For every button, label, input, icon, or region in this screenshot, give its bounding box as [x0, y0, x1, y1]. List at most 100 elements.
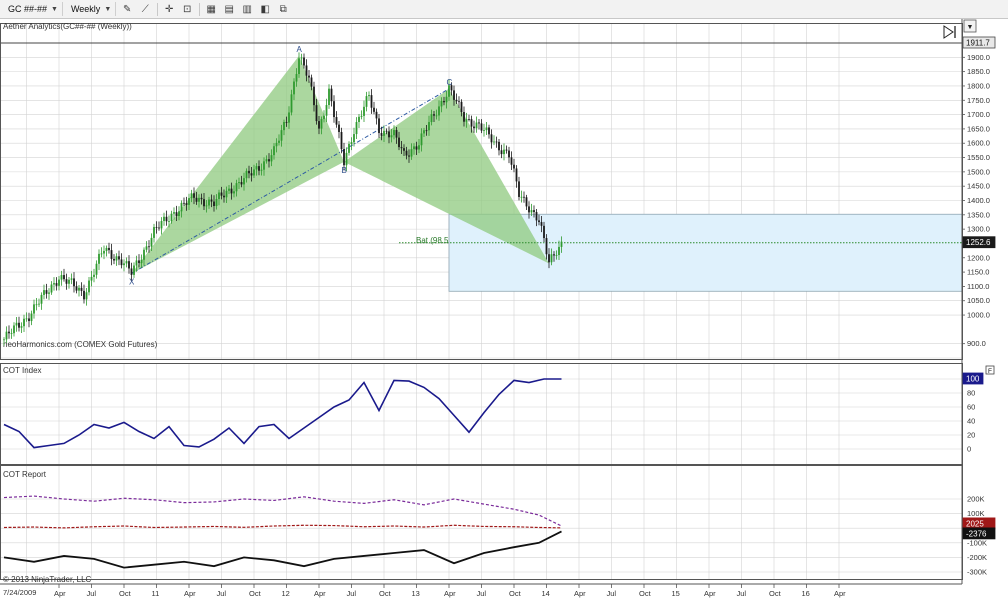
interval-selector[interactable]: Weekly ▼ [67, 2, 117, 16]
candle-body [393, 130, 395, 136]
strategy-icon[interactable]: ◧ [260, 3, 270, 15]
candle-body [560, 241, 563, 247]
candle-body [318, 121, 320, 129]
candle-body [508, 150, 510, 158]
price-tick-label: 1300.0 [967, 225, 990, 234]
drawing-tools-icon[interactable]: ⟋ [141, 3, 149, 15]
candle-body [75, 286, 78, 291]
candle-body [25, 318, 28, 320]
candle-body [245, 170, 248, 179]
zoom-icon[interactable]: ⊡ [183, 3, 192, 15]
x-tick-label: Jul [477, 589, 487, 598]
price-tick-label: 1000.0 [967, 311, 990, 320]
price-tick-label: 1550.0 [967, 153, 990, 162]
candle-body [438, 106, 440, 116]
candle-body [20, 326, 23, 328]
candle-body [448, 85, 450, 97]
axis-menu-button[interactable] [963, 19, 977, 33]
cot-report-badge-2: -2376 [966, 529, 987, 538]
candle-body [195, 197, 198, 202]
candle-body [120, 259, 123, 266]
candle-body [160, 220, 163, 229]
candle-body [273, 146, 275, 156]
candle-body [8, 331, 10, 334]
candle-body [363, 106, 365, 116]
candle-body [240, 182, 243, 185]
candle-body [488, 127, 490, 135]
candle-body [288, 112, 290, 123]
candle-body [385, 130, 388, 132]
cot-report-badge-1: 2025 [966, 519, 984, 528]
candle-body [538, 220, 540, 223]
chart-canvas[interactable]: Aether Analytics(GC##-## (Weekly)) neoHa… [0, 19, 1008, 601]
candle-body [265, 159, 268, 162]
pattern-point-b: B [342, 166, 347, 175]
candle-body [315, 105, 318, 122]
candle-body [178, 211, 180, 216]
candle-body [270, 155, 273, 162]
candle-body [55, 283, 58, 286]
properties-icon[interactable]: ▤ [224, 3, 234, 15]
jump-to-end-button[interactable] [943, 25, 956, 39]
cot-index-badge: 100 [966, 375, 980, 384]
cot-flag-label: F [988, 368, 992, 375]
price-tick-label: 1200.0 [967, 253, 990, 262]
x-tick-label: Apr [834, 589, 846, 598]
candle-body [15, 322, 18, 326]
candle-body [63, 275, 65, 280]
candle-body [28, 318, 30, 322]
candle-body [525, 197, 528, 207]
candle-body [80, 287, 83, 291]
candle-body [533, 210, 535, 213]
candle-body [105, 247, 108, 251]
x-tick-label: Oct [249, 589, 262, 598]
pencil-icon[interactable]: ✎ [123, 3, 132, 15]
candle-body [505, 149, 508, 151]
candle-body [38, 303, 40, 305]
attach-icon[interactable]: ⧉ [279, 3, 287, 15]
x-tick-label: Apr [704, 589, 716, 598]
candle-body [395, 130, 398, 138]
price-tick-label: 1450.0 [967, 182, 990, 191]
candle-body [350, 142, 353, 144]
candle-body [473, 126, 475, 129]
candle-body [228, 188, 230, 191]
x-tick-label: Apr [444, 589, 456, 598]
candle-body [510, 157, 513, 165]
candle-body [65, 279, 68, 284]
candle-body [358, 116, 360, 123]
candle-body [475, 122, 478, 129]
candle-body [333, 101, 335, 118]
candle-body [375, 111, 378, 119]
price-tick-label: 1050.0 [967, 296, 990, 305]
candle-body [470, 119, 473, 127]
candle-body [433, 114, 435, 116]
cot-index-panel: COT Index [3, 366, 562, 449]
candle-body [403, 148, 405, 151]
candle-body [353, 134, 355, 143]
candle-body [500, 150, 503, 155]
x-tick-label: Jul [87, 589, 97, 598]
candle-body [253, 169, 255, 176]
candle-body [498, 141, 500, 151]
candle-body [23, 318, 25, 327]
chart-style-icon[interactable]: ▥ [242, 3, 252, 15]
candle-body [73, 278, 75, 287]
instrument-selector[interactable]: GC ##-## ▼ [4, 2, 63, 16]
crosshair-icon[interactable]: ✛ [165, 3, 174, 15]
candle-body [310, 77, 313, 87]
candle-body [388, 131, 390, 138]
candle-body [208, 199, 210, 206]
x-tick-label: 14 [542, 589, 550, 598]
data-box-icon[interactable]: ▦ [206, 3, 216, 15]
cot-flag-box[interactable] [985, 365, 995, 375]
x-tick-label: Oct [769, 589, 782, 598]
cot-report-tick-label: -300K [967, 568, 987, 577]
candle-body [428, 122, 430, 131]
candle-body [183, 202, 185, 204]
candle-body [340, 132, 343, 150]
pattern-point-x: X [129, 278, 135, 287]
candle-body [275, 142, 278, 147]
copyright-text: © 2013 NinjaTrader, LLC [3, 575, 92, 584]
candle-body [515, 168, 518, 182]
